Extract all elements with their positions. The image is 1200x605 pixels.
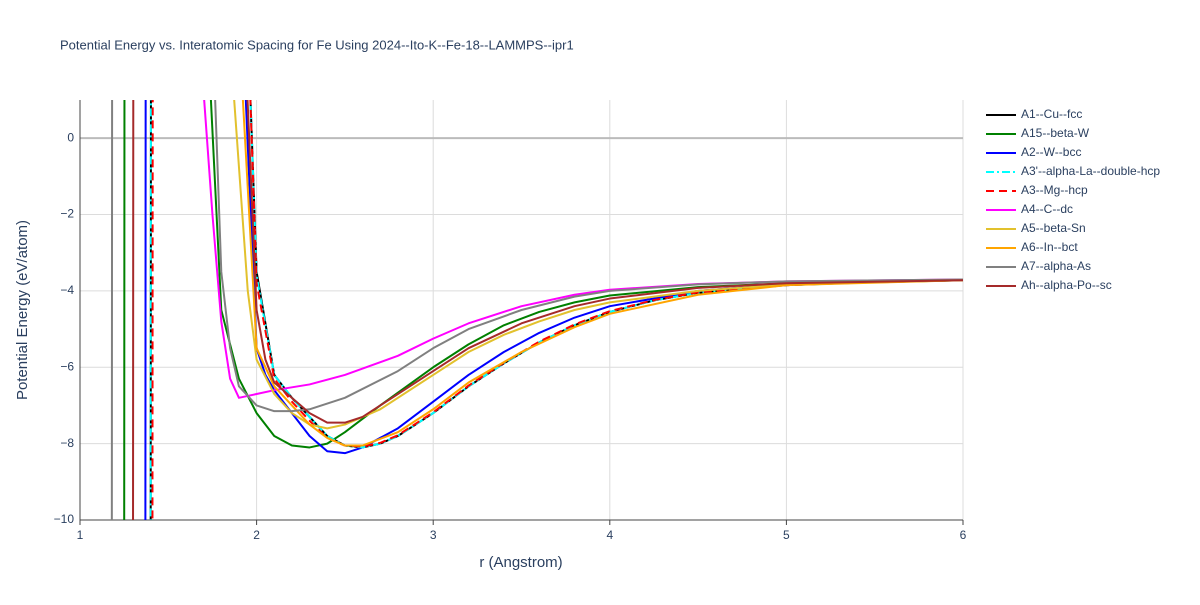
y-tick-label: −8 bbox=[60, 436, 74, 450]
legend-item[interactable]: A6--In--bct bbox=[986, 240, 1078, 254]
legend-item[interactable]: A15--beta-W bbox=[986, 126, 1090, 140]
grid: 1 2 3 4 5 6 −10 −8 −6 −4 −2 0 bbox=[54, 100, 967, 542]
legend-label: A7--alpha-As bbox=[1021, 259, 1091, 273]
x-tick-label: 1 bbox=[77, 528, 84, 542]
series-line bbox=[151, 100, 963, 520]
y-tick-label: −4 bbox=[60, 283, 74, 297]
y-tick-label: −10 bbox=[54, 512, 75, 526]
legend: A1--Cu--fcc A15--beta-W A2--W--bcc A3'--alp… bbox=[986, 107, 1160, 292]
legend-item[interactable]: A2--W--bcc bbox=[986, 145, 1081, 159]
series-line bbox=[241, 100, 963, 447]
x-tick-label: 3 bbox=[430, 528, 437, 542]
legend-label: A3'--alpha-La--double-hcp bbox=[1021, 164, 1160, 178]
legend-item[interactable]: A3--Mg--hcp bbox=[986, 183, 1088, 197]
legend-label: A4--C--dc bbox=[1021, 202, 1073, 216]
y-tick-label: −2 bbox=[60, 207, 74, 221]
x-tick-label: 2 bbox=[253, 528, 260, 542]
x-tick-label: 6 bbox=[960, 528, 967, 542]
legend-label: A2--W--bcc bbox=[1021, 145, 1081, 159]
legend-label: A6--In--bct bbox=[1021, 240, 1078, 254]
series-line bbox=[144, 100, 963, 520]
chart-title: Potential Energy vs. Interatomic Spacing… bbox=[60, 37, 574, 52]
plot-area bbox=[110, 100, 963, 520]
y-axis-label: Potential Energy (eV/atom) bbox=[14, 220, 31, 400]
series-line bbox=[149, 100, 963, 520]
x-tick-label: 4 bbox=[606, 528, 613, 542]
legend-label: Ah--alpha-Po--sc bbox=[1021, 278, 1112, 292]
legend-label: A3--Mg--hcp bbox=[1021, 183, 1088, 197]
legend-item[interactable]: A3'--alpha-La--double-hcp bbox=[986, 164, 1160, 178]
y-tick-label: −6 bbox=[60, 359, 74, 373]
series-line bbox=[132, 100, 963, 520]
legend-label: A1--Cu--fcc bbox=[1021, 107, 1082, 121]
x-axis-label: r (Angstrom) bbox=[479, 554, 562, 571]
legend-item[interactable]: Ah--alpha-Po--sc bbox=[986, 278, 1112, 292]
x-tick-label: 5 bbox=[783, 528, 790, 542]
legend-item[interactable]: A7--alpha-As bbox=[986, 259, 1091, 273]
series-line bbox=[203, 100, 963, 399]
legend-item[interactable]: A5--beta-Sn bbox=[986, 221, 1086, 235]
series-line bbox=[149, 100, 963, 520]
legend-item[interactable]: A4--C--dc bbox=[986, 202, 1073, 216]
y-tick-label: 0 bbox=[67, 130, 74, 144]
legend-label: A5--beta-Sn bbox=[1021, 221, 1086, 235]
legend-label: A15--beta-W bbox=[1021, 126, 1090, 140]
legend-item[interactable]: A1--Cu--fcc bbox=[986, 107, 1082, 121]
series-line bbox=[233, 100, 963, 430]
series-line bbox=[110, 100, 963, 520]
